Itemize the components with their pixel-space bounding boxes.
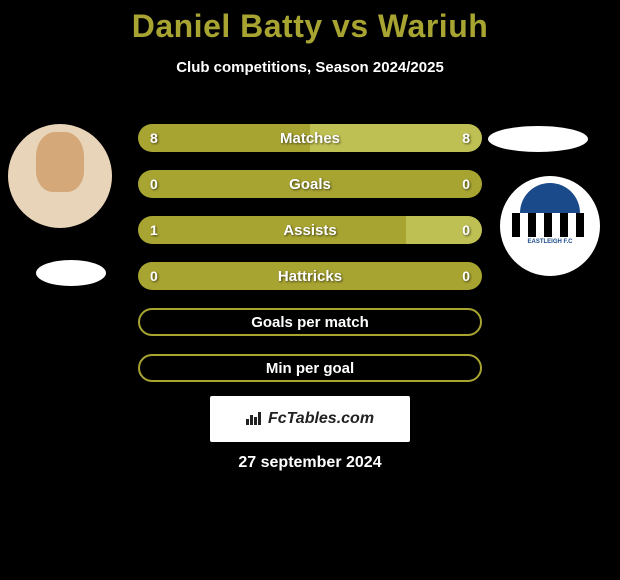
player-right-badge	[500, 176, 600, 276]
stat-row-goals: 0 Goals 0	[138, 170, 482, 198]
page-title: Daniel Batty vs Wariuh	[0, 0, 620, 45]
stat-row-hattricks: 0 Hattricks 0	[138, 262, 482, 290]
stat-label: Goals	[138, 170, 482, 198]
stat-label: Hattricks	[138, 262, 482, 290]
comparison-card: Daniel Batty vs Wariuh Club competitions…	[0, 0, 620, 76]
stat-label: Min per goal	[140, 356, 480, 380]
club-left-logo	[36, 260, 106, 286]
stat-label: Assists	[138, 216, 482, 244]
stat-right-value: 0	[462, 262, 470, 290]
stat-row-gpm: Goals per match	[138, 308, 482, 336]
stat-row-mpg: Min per goal	[138, 354, 482, 382]
player-left-photo	[8, 124, 112, 228]
stats-table: 8 Matches 8 0 Goals 0 1 Assists 0 0 Hatt…	[138, 124, 482, 400]
subtitle: Club competitions, Season 2024/2025	[0, 59, 620, 76]
stat-label: Matches	[138, 124, 482, 152]
stat-right-value: 8	[462, 124, 470, 152]
date-label: 27 september 2024	[0, 454, 620, 472]
stat-right-value: 0	[462, 170, 470, 198]
stat-right-value: 0	[462, 216, 470, 244]
stat-row-assists: 1 Assists 0	[138, 216, 482, 244]
club-right-logo	[488, 126, 588, 152]
stat-label: Goals per match	[140, 310, 480, 334]
watermark-text: FcTables.com	[268, 410, 374, 428]
watermark: FcTables.com	[210, 396, 410, 442]
eastleigh-badge	[512, 183, 588, 269]
stat-row-matches: 8 Matches 8	[138, 124, 482, 152]
chart-icon	[246, 411, 264, 428]
